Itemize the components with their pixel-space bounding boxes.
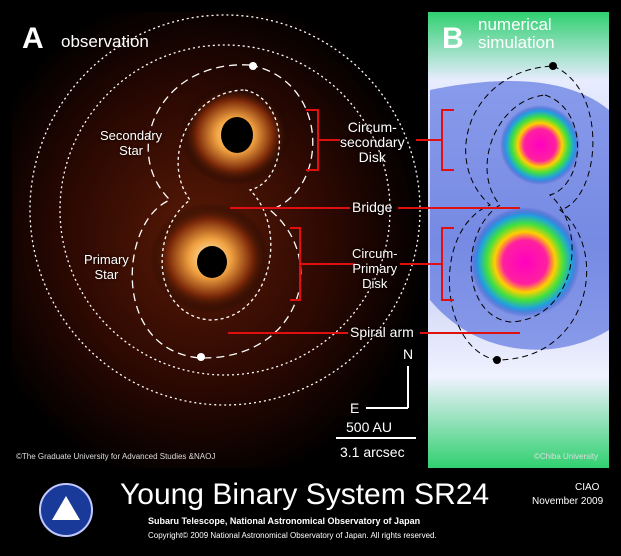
primary-core: [470, 207, 580, 317]
text-line: Secondary: [100, 128, 163, 143]
secondary-mask: [221, 117, 253, 153]
contour-dot: [549, 62, 557, 70]
panel-caption: observation: [61, 32, 149, 51]
text-line: Star: [94, 267, 119, 282]
text-line: Disk: [362, 276, 388, 291]
credit: ©The Graduate University for Advanced St…: [16, 452, 216, 461]
org: Subaru Telescope, National Astronomical …: [148, 516, 421, 526]
contours: [29, 14, 421, 406]
text-line: Primary: [84, 252, 129, 267]
contour-dot: [197, 353, 205, 361]
bridge-label: Bridge: [352, 199, 393, 215]
compass: [336, 366, 416, 439]
text-line: Star: [119, 143, 143, 158]
copyright: Copyright© 2009 National Astronomical Ob…: [148, 531, 437, 540]
panel-caption: numerical simulation: [478, 16, 555, 52]
text-line: numerical: [478, 15, 552, 34]
secondary-core: [500, 105, 580, 185]
callouts: [228, 109, 520, 334]
spiral-arm-label: Spiral arm: [350, 324, 414, 340]
text-line: Circum-: [352, 246, 398, 261]
contour-dot: [249, 62, 257, 70]
text-line: Disk: [358, 149, 386, 165]
instrument: CIAO: [575, 482, 600, 493]
credit: ©Chiba University: [534, 452, 599, 461]
panel-letter: B: [442, 22, 464, 55]
secondary-star-label: Secondary Star: [100, 128, 162, 158]
primary-star-label: Primary Star: [84, 252, 129, 282]
footer-title: Young Binary System SR24: [120, 478, 490, 511]
contour-dot: [493, 356, 501, 364]
east-label: E: [350, 400, 360, 416]
text-line: Circum-: [347, 119, 397, 135]
text-line: secondary: [340, 134, 405, 150]
primary-mask: [197, 246, 227, 278]
text-line: Primary: [352, 261, 398, 276]
logo-dome: [52, 496, 80, 520]
text-line: simulation: [478, 33, 555, 52]
scale-distance: 500 AU: [346, 419, 392, 435]
north-label: N: [403, 346, 414, 362]
circum-secondary-label: Circum-secondary Disk: [340, 120, 405, 165]
circum-primary-label: Circum- Primary Disk: [352, 246, 398, 291]
panel-letter: A: [22, 22, 44, 55]
date: November 2009: [532, 496, 604, 507]
scale-angle: 3.1 arcsec: [340, 444, 405, 460]
